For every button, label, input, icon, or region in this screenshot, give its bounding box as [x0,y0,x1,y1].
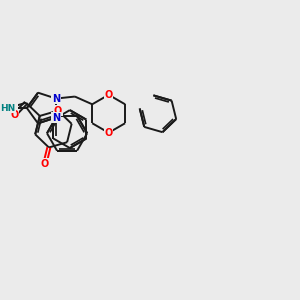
Text: O: O [11,110,19,120]
Text: N: N [52,94,60,103]
Text: O: O [41,159,49,169]
Text: N: N [52,112,60,122]
Text: O: O [54,106,62,116]
Text: O: O [104,90,113,100]
Text: O: O [104,128,113,138]
Text: HN: HN [0,103,16,112]
